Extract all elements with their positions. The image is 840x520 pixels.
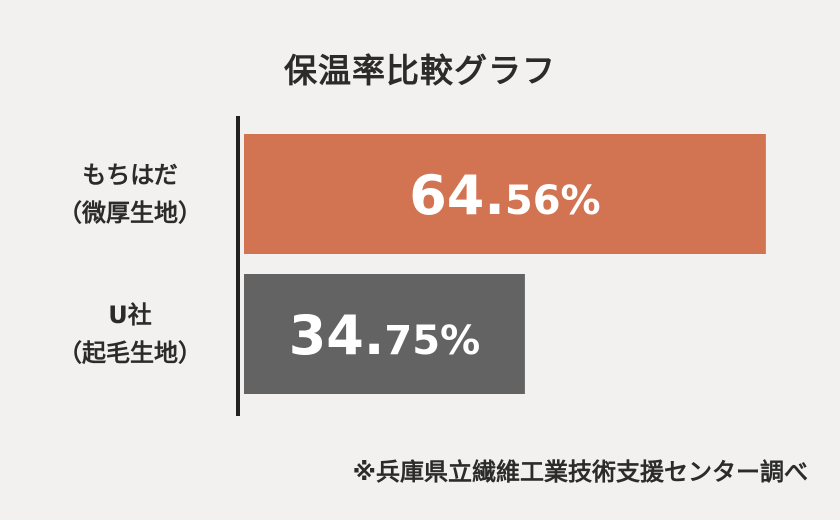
category-label-line2: （微厚生地） (58, 199, 202, 227)
bar-1 (244, 274, 525, 394)
category-label-line1: U社 (108, 301, 152, 329)
category-label-mochihada: もちはだ （微厚生地） (40, 156, 220, 232)
category-label-line1: もちはだ (82, 161, 178, 189)
category-label-u-company: U社 （起毛生地） (40, 296, 220, 372)
bar-value-label: 64.56% (409, 164, 600, 227)
bar-0 (244, 134, 766, 254)
category-label-line2: （起毛生地） (58, 339, 202, 367)
chart-title: 保温率比較グラフ (284, 51, 556, 90)
source-note: ※兵庫県立繊維工業技術支援センター調べ (352, 458, 808, 486)
bar-value-label: 34.75% (289, 304, 480, 367)
